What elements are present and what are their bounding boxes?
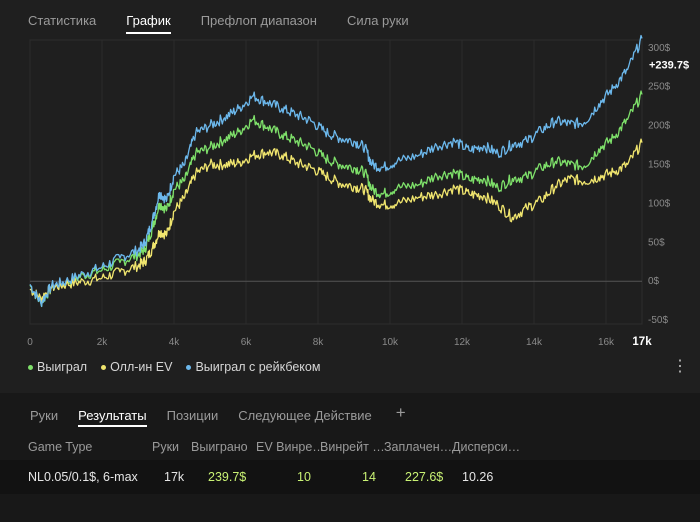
- tab-statistics[interactable]: Статистика: [28, 13, 97, 28]
- y-tick-label: 150$: [648, 159, 671, 170]
- column-header-won[interactable]: Выиграно: [191, 440, 248, 454]
- y-tick-label: -50$: [648, 315, 668, 326]
- profit-chart-svg: 0 2k 4k 6k 8k 10k 12k 14k 16k 17k 300$ 250$ 200$ 150$…: [27, 34, 689, 348]
- legend-label-won: Выиграл: [37, 360, 88, 374]
- x-tick-label: 8k: [313, 337, 325, 348]
- series-line-1: [29, 138, 643, 303]
- y-tick-label: 300$: [648, 43, 671, 54]
- column-header-winrate[interactable]: Винрейт …: [320, 440, 385, 454]
- table-header: Game Type Руки Выиграно EV Винре… Винрей…: [0, 440, 700, 460]
- end-value-label: +239.7$: [649, 59, 689, 71]
- y-tick-label: 100$: [648, 198, 671, 209]
- profit-chart: 0 2k 4k 6k 8k 10k 12k 14k 16k 17k 300$ 250$ 200$ 150$…: [0, 34, 700, 354]
- legend-item-won[interactable]: Выиграл: [28, 360, 87, 374]
- plus-icon[interactable]: +: [395, 403, 406, 422]
- legend-label-allin-ev: Олл-ин EV: [110, 360, 173, 374]
- bottom-panel: Руки Результаты Позиции Следующее Действ…: [0, 393, 700, 522]
- tab-results[interactable]: Результаты: [78, 408, 147, 427]
- column-header-variance[interactable]: Дисперси…: [452, 440, 521, 454]
- cell-ev-winrate: 10: [297, 470, 311, 484]
- bottom-tab-bar: Руки Результаты Позиции Следующее Действ…: [0, 403, 406, 427]
- more-vert-icon[interactable]: ⋮: [672, 358, 688, 375]
- tab-hand-strength[interactable]: Сила руки: [346, 13, 409, 28]
- top-tab-bar: Статистика График Префлоп диапазон Сила …: [0, 0, 700, 34]
- legend-dot: [28, 364, 33, 370]
- cell-game-type: NL0.05/0.1$, 6-max: [28, 470, 138, 484]
- cell-paid: 227.6$: [405, 470, 444, 484]
- legend-dot: [101, 364, 107, 370]
- cell-variance: 10.26: [462, 470, 494, 484]
- cell-winrate: 14: [362, 470, 376, 484]
- x-tick-label: 14k: [526, 337, 543, 348]
- x-tick-label: 16k: [598, 337, 615, 348]
- tab-graph[interactable]: График: [126, 13, 171, 34]
- column-header-paid[interactable]: Заплачен…: [384, 440, 453, 454]
- tab-hands[interactable]: Руки: [30, 408, 59, 423]
- x-tick-label: 4k: [169, 337, 181, 348]
- x-tick-label: 2k: [97, 337, 109, 348]
- table-row[interactable]: NL0.05/0.1$, 6-max 17k 239.7$ 10 14 227.…: [0, 460, 700, 494]
- chart-legend: Выиграл Олл-ин EV Выиграл с рейкбеком: [28, 360, 320, 374]
- y-tick-label: 250$: [648, 82, 671, 93]
- tab-next-action[interactable]: Следующее Действие: [238, 408, 372, 423]
- tab-positions[interactable]: Позиции: [166, 408, 219, 423]
- column-header-hands[interactable]: Руки: [152, 440, 180, 454]
- legend-dot: [186, 364, 192, 370]
- series-line-2: [29, 34, 643, 308]
- legend-item-rakeback[interactable]: Выиграл с рейкбеком: [186, 360, 320, 374]
- y-tick-label: 50$: [648, 237, 665, 248]
- legend-label-rakeback: Выиграл с рейкбеком: [195, 360, 321, 374]
- x-end-label: 17k: [632, 336, 652, 348]
- cell-hands: 17k: [164, 470, 185, 484]
- x-tick-label: 0: [27, 337, 33, 348]
- y-tick-label: 0$: [648, 276, 660, 287]
- tab-preflop-range[interactable]: Префлоп диапазон: [200, 13, 317, 28]
- legend-item-allin-ev[interactable]: Олл-ин EV: [101, 360, 172, 374]
- x-tick-label: 6k: [241, 337, 253, 348]
- x-tick-label: 10k: [382, 337, 399, 348]
- x-tick-label: 12k: [454, 337, 471, 348]
- column-header-game-type[interactable]: Game Type: [28, 440, 93, 454]
- y-tick-label: 200$: [648, 121, 671, 132]
- cell-won: 239.7$: [208, 470, 247, 484]
- series-line-0: [29, 90, 643, 308]
- column-header-ev-winrate[interactable]: EV Винре…: [256, 440, 325, 454]
